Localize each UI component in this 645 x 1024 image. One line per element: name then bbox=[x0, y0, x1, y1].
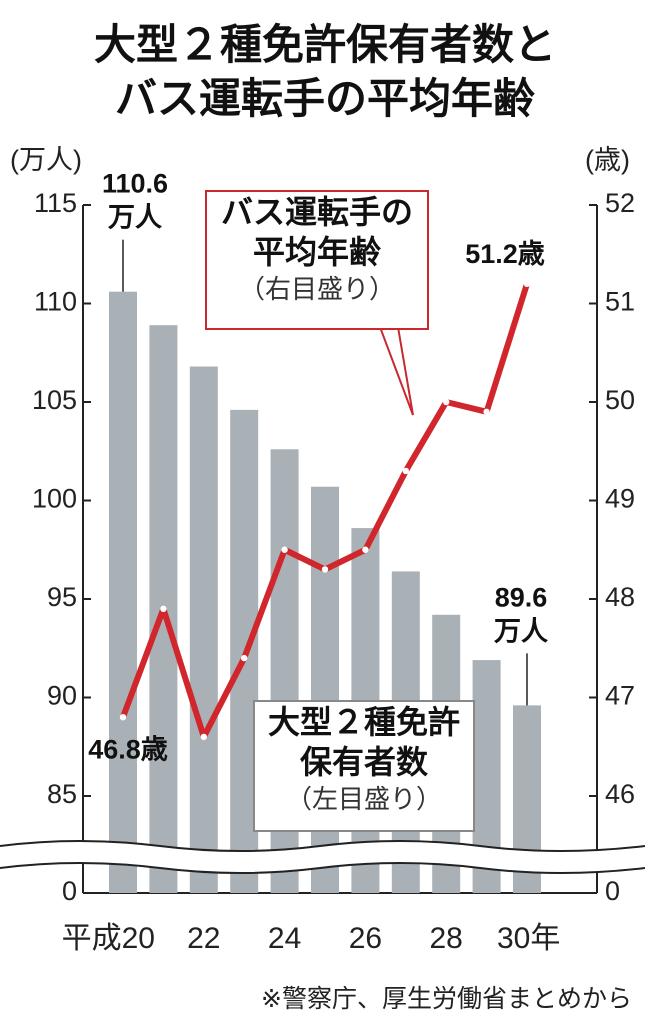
point bbox=[362, 546, 369, 553]
y-tick-label: 105 bbox=[32, 385, 77, 415]
x-tick-label: 26 bbox=[349, 922, 382, 955]
y2-unit: (歳) bbox=[585, 145, 630, 175]
legend-label: 大型２種免許保有者数 bbox=[267, 703, 460, 781]
y2-tick-label: 0 bbox=[605, 876, 620, 906]
axis-break-line bbox=[0, 862, 645, 874]
y2-tick-label: 52 bbox=[605, 188, 635, 218]
axis-break bbox=[0, 841, 645, 873]
legend-scale: （左目盛り） bbox=[285, 785, 442, 815]
value-label: 89.6 万人 bbox=[494, 583, 548, 647]
chart-title: 大型２種免許保有者数とバス運転手の平均年齢 bbox=[93, 20, 556, 123]
point bbox=[483, 408, 490, 416]
point bbox=[241, 654, 248, 662]
point bbox=[160, 605, 167, 613]
y-tick-label: 0 bbox=[62, 876, 77, 906]
legend-label: バス運転手の平均年齢 bbox=[220, 193, 413, 271]
y-tick-label: 100 bbox=[32, 484, 77, 514]
callout bbox=[379, 326, 414, 416]
x-tick-label: 22 bbox=[187, 922, 220, 955]
y2-tick-label: 47 bbox=[605, 681, 635, 711]
y-unit: (万人) bbox=[10, 145, 82, 175]
point bbox=[200, 733, 207, 741]
point bbox=[443, 398, 450, 406]
bar bbox=[109, 291, 137, 893]
point bbox=[281, 546, 288, 553]
x-tick-label: 30年 bbox=[497, 922, 560, 955]
value-label: 51.2歳 bbox=[465, 239, 545, 269]
y2-tick-label: 51 bbox=[605, 287, 635, 317]
point bbox=[523, 280, 531, 287]
y2-tick-label: 48 bbox=[605, 582, 635, 612]
value-label: 46.8歳 bbox=[88, 734, 168, 764]
y-tick-label: 95 bbox=[47, 582, 77, 612]
legend-scale: （右目盛り） bbox=[238, 275, 395, 305]
line-legend: バス運転手の平均年齢 （右目盛り） bbox=[205, 190, 429, 330]
y2-tick-label: 46 bbox=[605, 779, 635, 809]
y2-tick-label: 49 bbox=[605, 484, 635, 514]
point bbox=[321, 566, 329, 573]
point bbox=[402, 467, 409, 475]
point bbox=[119, 714, 127, 721]
axis-break-line bbox=[0, 840, 645, 852]
y2-tick-label: 50 bbox=[605, 385, 635, 415]
y-tick-label: 115 bbox=[34, 188, 77, 218]
source: ※警察庁、厚生労働省まとめから bbox=[261, 984, 632, 1013]
bar-legend: 大型２種免許保有者数 （左目盛り） bbox=[253, 700, 475, 832]
bar bbox=[311, 486, 339, 893]
x-tick-label: 平成20 bbox=[62, 922, 155, 955]
bar bbox=[189, 366, 218, 893]
y-tick-label: 85 bbox=[47, 779, 77, 809]
y-tick-label: 90 bbox=[47, 681, 77, 711]
x-tick-label: 28 bbox=[430, 922, 463, 955]
y-tick-label: 110 bbox=[34, 287, 77, 317]
x-tick-label: 24 bbox=[268, 922, 301, 955]
value-label: 110.6 万人 bbox=[102, 169, 168, 233]
